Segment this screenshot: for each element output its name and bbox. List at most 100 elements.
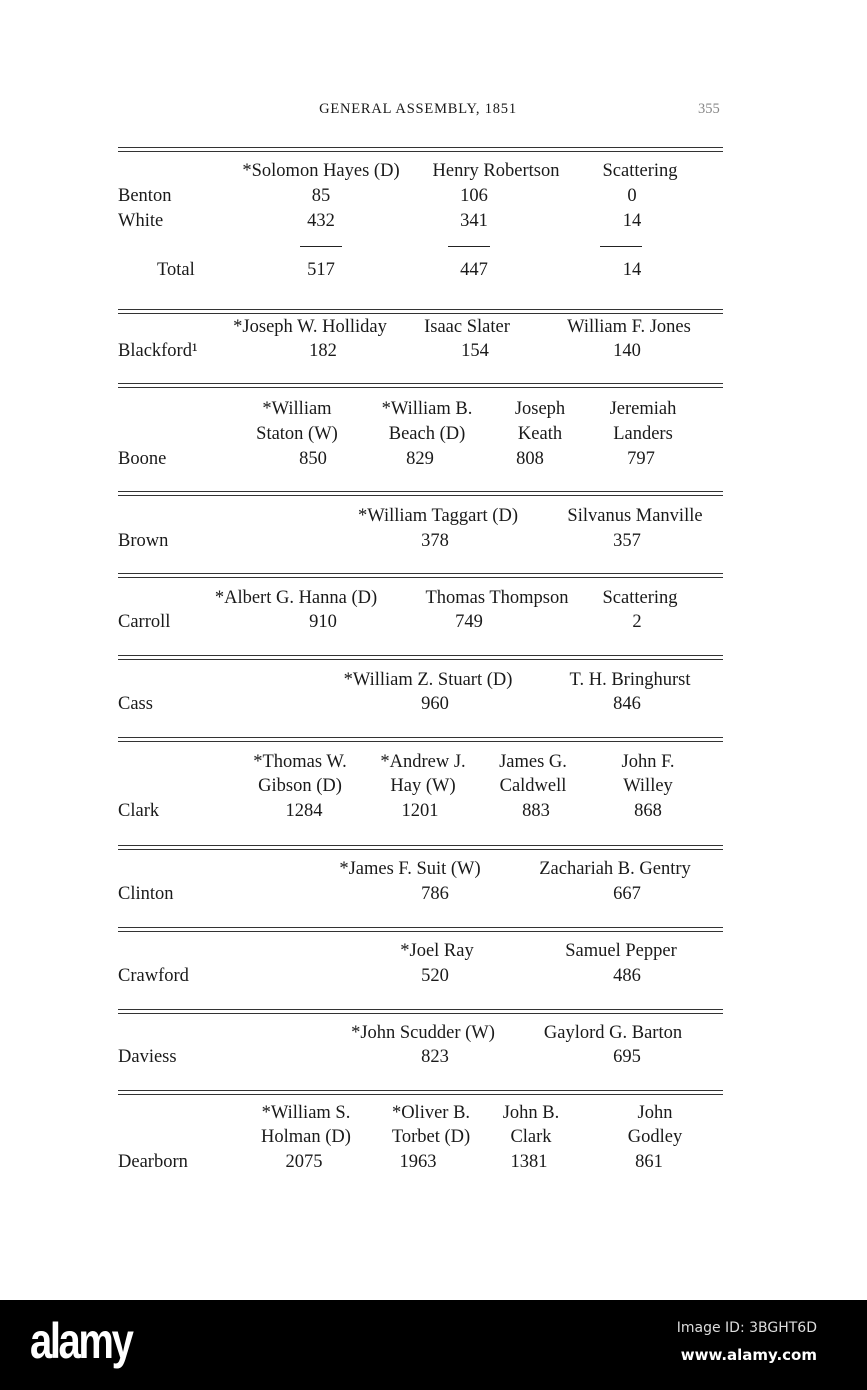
- candidate-name: *William B.: [381, 399, 473, 419]
- vote-count: 861: [635, 1152, 663, 1172]
- vote-count: 1381: [510, 1152, 548, 1172]
- candidate-name: *James F. Suit (W): [339, 859, 481, 879]
- candidate-name: *Joseph W. Holliday: [233, 317, 387, 337]
- candidate-name: Torbet (D): [391, 1127, 471, 1147]
- running-header: GENERAL ASSEMBLY, 1851: [319, 101, 517, 117]
- section-rule: [118, 309, 723, 314]
- candidate-name: Gaylord G. Barton: [543, 1023, 683, 1043]
- vote-count: 960: [421, 694, 449, 714]
- candidate-name: Scattering: [602, 588, 678, 608]
- vote-count: 667: [613, 884, 641, 904]
- sum-rule: [448, 246, 490, 247]
- vote-count: 850: [299, 449, 327, 469]
- candidate-name: *Solomon Hayes (D): [242, 161, 400, 181]
- vote-count: 182: [309, 341, 337, 361]
- candidate-name: Gibson (D): [258, 776, 342, 796]
- vote-count: 486: [613, 966, 641, 986]
- total-count: 517: [307, 260, 335, 280]
- candidate-name: John: [637, 1103, 673, 1123]
- candidate-name: James G.: [499, 752, 567, 772]
- vote-count: 829: [406, 449, 434, 469]
- county-name: Boone: [118, 449, 167, 469]
- candidate-name: Zachariah B. Gentry: [539, 859, 691, 879]
- vote-count: 823: [421, 1047, 449, 1067]
- county-name: White: [118, 211, 164, 231]
- candidate-name: *Oliver B.: [391, 1103, 471, 1123]
- county-name: Brown: [118, 531, 169, 551]
- vote-count: 695: [613, 1047, 641, 1067]
- section-rule: [118, 655, 723, 660]
- vote-count: 14: [622, 211, 642, 231]
- county-name: Blackford¹: [118, 341, 198, 361]
- vote-count: 378: [421, 531, 449, 551]
- candidate-name: Willey: [623, 776, 673, 796]
- vote-count: 1284: [285, 801, 323, 821]
- candidate-name: T. H. Bringhurst: [569, 670, 691, 690]
- section-rule: [118, 845, 723, 850]
- section-rule: [118, 573, 723, 578]
- candidate-name: Godley: [627, 1127, 683, 1147]
- vote-count: 154: [461, 341, 489, 361]
- vote-count: 808: [516, 449, 544, 469]
- candidate-name: *Thomas W.: [253, 752, 347, 772]
- vote-count: 786: [421, 884, 449, 904]
- section-rule: [118, 491, 723, 496]
- section-rule: [118, 383, 723, 388]
- vote-count: 797: [627, 449, 655, 469]
- vote-count: 1963: [399, 1152, 437, 1172]
- vote-count: 868: [634, 801, 662, 821]
- section-rule: [118, 1090, 723, 1095]
- candidate-name: *William: [262, 399, 332, 419]
- vote-count: 0: [627, 186, 637, 206]
- section-rule: [118, 927, 723, 932]
- total-label: Total: [157, 260, 195, 280]
- vote-count: 357: [613, 531, 641, 551]
- candidate-name: John F.: [621, 752, 675, 772]
- vote-count: 106: [460, 186, 488, 206]
- candidate-name: Keath: [517, 424, 563, 444]
- candidate-name: Joseph: [514, 399, 566, 419]
- candidate-name: Henry Robertson: [432, 161, 560, 181]
- county-name: Clinton: [118, 884, 174, 904]
- county-name: Clark: [118, 801, 160, 821]
- county-name: Carroll: [118, 612, 171, 632]
- total-count: 14: [622, 260, 642, 280]
- candidate-name: Staton (W): [256, 424, 338, 444]
- candidate-name: Jeremiah: [609, 399, 677, 419]
- vote-count: 883: [522, 801, 550, 821]
- vote-count: 749: [455, 612, 483, 632]
- candidate-name: *John Scudder (W): [351, 1023, 495, 1043]
- county-name: Cass: [118, 694, 153, 714]
- watermark-bar: alamy Image ID: 3BGHT6D www.alamy.com: [0, 1300, 867, 1390]
- vote-count: 140: [613, 341, 641, 361]
- county-name: Dearborn: [118, 1152, 188, 1172]
- vote-count: 85: [311, 186, 331, 206]
- candidate-name: *William Taggart (D): [358, 506, 518, 526]
- site-url: www.alamy.com: [680, 1346, 817, 1364]
- sum-rule: [300, 246, 342, 247]
- candidate-name: *William S.: [261, 1103, 351, 1123]
- vote-count: 432: [307, 211, 335, 231]
- vote-count: 846: [613, 694, 641, 714]
- county-name: Benton: [118, 186, 172, 206]
- candidate-name: William F. Jones: [567, 317, 691, 337]
- candidate-name: Caldwell: [499, 776, 567, 796]
- candidate-name: *Andrew J.: [380, 752, 466, 772]
- county-name: Crawford: [118, 966, 189, 986]
- candidate-name: Landers: [613, 424, 673, 444]
- section-rule: [118, 1009, 723, 1014]
- section-rule: [118, 147, 723, 152]
- section-rule: [118, 737, 723, 742]
- page-number: 355: [698, 101, 720, 117]
- alamy-logo: alamy: [30, 1313, 134, 1369]
- candidate-name: *Albert G. Hanna (D): [214, 588, 378, 608]
- candidate-name: *William Z. Stuart (D): [343, 670, 513, 690]
- candidate-name: Holman (D): [261, 1127, 351, 1147]
- vote-count: 2: [632, 612, 642, 632]
- candidate-name: Beach (D): [388, 424, 466, 444]
- vote-count: 341: [460, 211, 488, 231]
- candidate-name: Hay (W): [390, 776, 456, 796]
- candidate-name: Silvanus Manville: [567, 506, 703, 526]
- candidate-name: Thomas Thompson: [425, 588, 569, 608]
